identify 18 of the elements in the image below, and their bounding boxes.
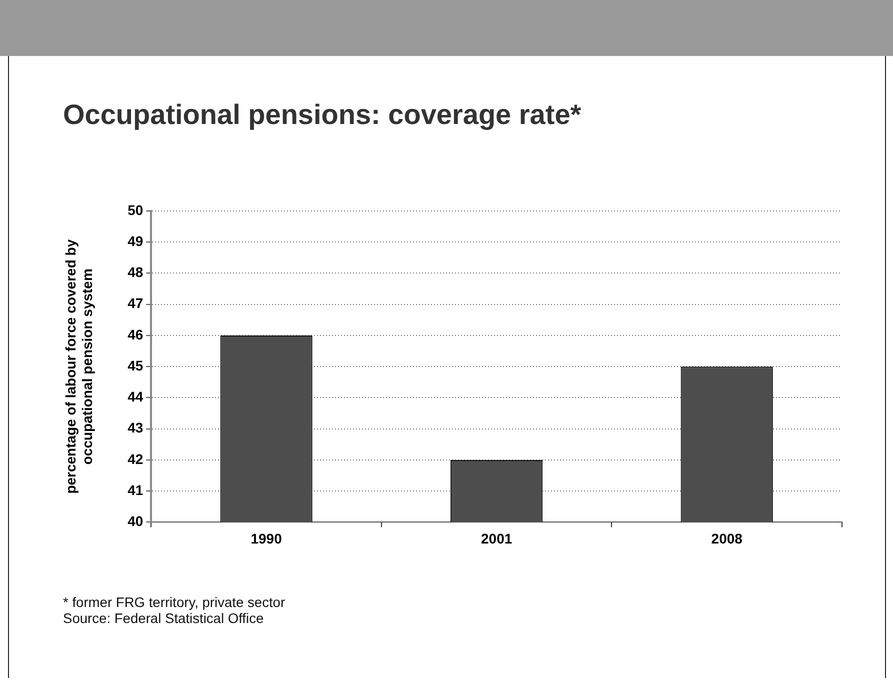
y-tick-label: 46 (128, 326, 144, 342)
y-tick-label: 50 (128, 202, 144, 218)
y-tick-label: 45 (128, 357, 144, 374)
y-tick-label: 48 (128, 264, 144, 280)
text: * former FRG territory, private sector (63, 595, 286, 611)
y-tick-label: 49 (128, 232, 144, 249)
x-tick-label: 1990 (250, 530, 282, 546)
y-tick-label: 40 (128, 513, 144, 530)
y-tick-label: 42 (128, 450, 144, 467)
y-axis-title: percentage of labour force covered by occupational pension system (62, 239, 96, 494)
x-tick-label: 2008 (711, 530, 743, 546)
y-tick-label: 43 (128, 420, 144, 436)
y-tick-label: 41 (128, 482, 144, 498)
y-tick-label: 47 (128, 295, 144, 312)
y-tick-label: 44 (128, 388, 144, 405)
chart-title: Occupational pensions: coverage rate* (63, 99, 582, 131)
x-tick-label: 2001 (481, 530, 512, 546)
source-note: Source: Federal Statistical Office (63, 611, 265, 627)
